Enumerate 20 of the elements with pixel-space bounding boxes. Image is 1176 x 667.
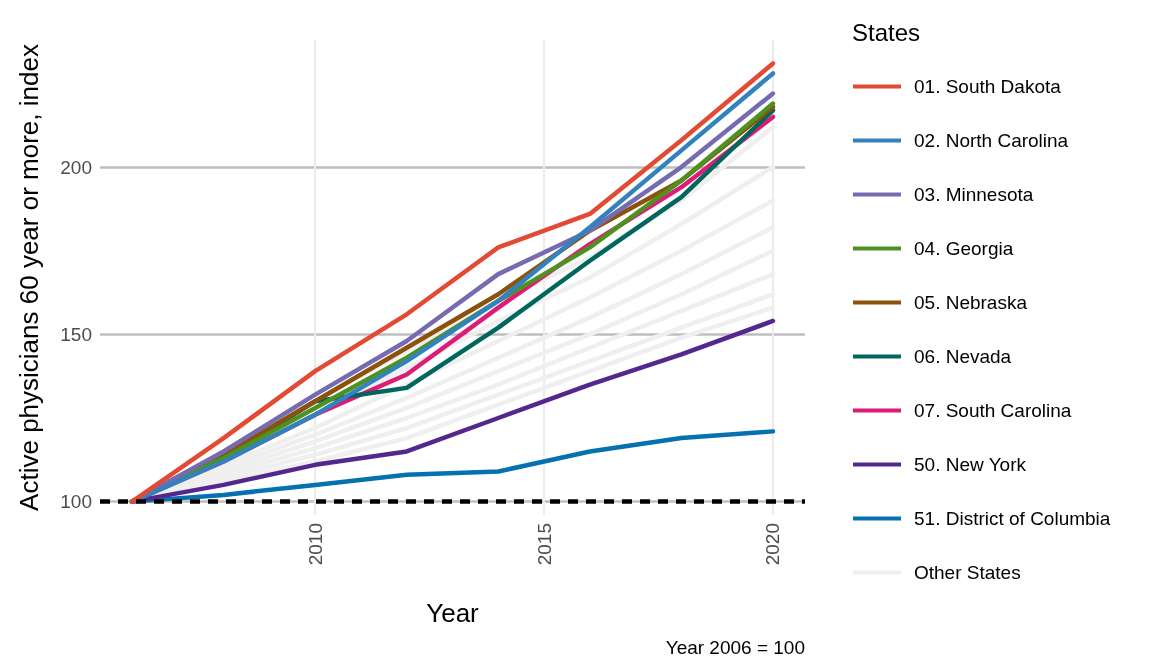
y-tick-label: 150 xyxy=(60,323,92,345)
legend-label: 51. District of Columbia xyxy=(914,508,1111,529)
legend-label: 06. Nevada xyxy=(914,346,1012,367)
legend-label: 05. Nebraska xyxy=(914,292,1028,313)
legend-label: 01. South Dakota xyxy=(914,76,1062,97)
legend-label: Other States xyxy=(914,562,1021,583)
y-axis-title: Active physicians 60 year or more, index xyxy=(14,44,44,511)
legend-label: 03. Minnesota xyxy=(914,184,1034,205)
text: Year 2006 = 100 xyxy=(665,637,805,658)
y-tick-label: 100 xyxy=(60,491,92,513)
legend-label: 02. North Carolina xyxy=(914,130,1069,151)
x-axis-title: Year xyxy=(426,598,480,628)
legend-title: States xyxy=(852,18,921,46)
x-tick-label: 2020 xyxy=(762,523,784,566)
legend-label: 50. New York xyxy=(914,454,1027,475)
x-tick-label: 2015 xyxy=(533,523,555,566)
legend-label: 04. Georgia xyxy=(914,238,1014,259)
x-tick-label: 2010 xyxy=(304,523,326,566)
y-tick-label: 200 xyxy=(60,156,92,178)
legend-label: 07. South Carolina xyxy=(914,400,1072,421)
